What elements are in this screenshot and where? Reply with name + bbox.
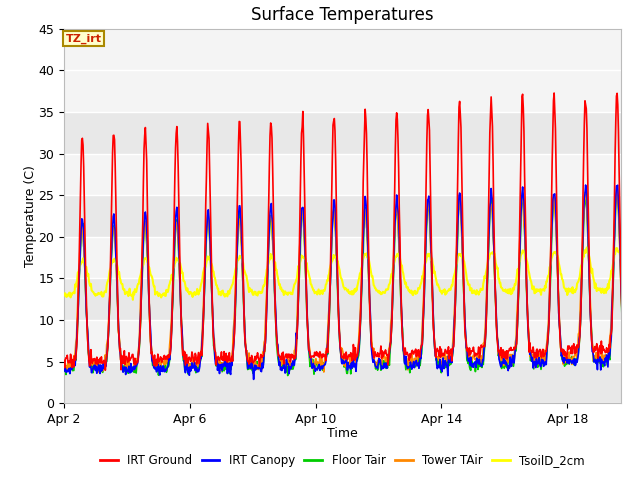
Floor Tair xyxy=(266,220,274,226)
IRT Ground xyxy=(297,158,305,164)
IRT Canopy xyxy=(582,182,589,188)
TsoilD_2cm xyxy=(129,297,137,303)
Line: Tower TAir: Tower TAir xyxy=(64,189,630,372)
Tower TAir xyxy=(381,359,389,364)
Bar xyxy=(64,154,621,195)
IRT Ground xyxy=(267,120,275,126)
TsoilD_2cm xyxy=(518,251,526,256)
Line: Floor Tair: Floor Tair xyxy=(64,192,630,375)
Text: TZ_irt: TZ_irt xyxy=(65,33,102,44)
TsoilD_2cm xyxy=(297,257,305,263)
IRT Canopy xyxy=(250,376,257,382)
IRT Ground xyxy=(518,94,526,99)
IRT Canopy xyxy=(381,365,389,371)
TsoilD_2cm xyxy=(381,288,389,294)
TsoilD_2cm xyxy=(60,292,68,298)
Floor Tair xyxy=(627,363,634,369)
IRT Canopy xyxy=(627,355,634,361)
TsoilD_2cm xyxy=(194,288,202,294)
Floor Tair xyxy=(284,372,292,378)
Floor Tair xyxy=(60,368,68,374)
Tower TAir xyxy=(627,356,634,361)
IRT Ground xyxy=(81,200,88,206)
Tower TAir xyxy=(94,369,102,375)
IRT Ground xyxy=(60,358,68,363)
Line: IRT Canopy: IRT Canopy xyxy=(64,185,630,379)
TsoilD_2cm xyxy=(81,260,88,265)
Tower TAir xyxy=(194,363,202,369)
Tower TAir xyxy=(81,258,88,264)
IRT Ground xyxy=(381,347,389,353)
IRT Canopy xyxy=(297,223,305,229)
IRT Ground xyxy=(194,354,202,360)
IRT Ground xyxy=(550,90,558,96)
TsoilD_2cm xyxy=(627,289,634,295)
Floor Tair xyxy=(381,360,389,365)
IRT Ground xyxy=(102,367,109,373)
IRT Canopy xyxy=(267,204,275,209)
IRT Canopy xyxy=(193,369,201,375)
Tower TAir xyxy=(518,192,526,198)
Tower TAir xyxy=(267,213,275,219)
Tower TAir xyxy=(297,219,305,225)
Tower TAir xyxy=(60,366,68,372)
Bar xyxy=(64,320,621,361)
Floor Tair xyxy=(582,189,589,195)
Floor Tair xyxy=(193,361,201,367)
Floor Tair xyxy=(297,225,305,231)
IRT Canopy xyxy=(518,191,526,196)
Legend: IRT Ground, IRT Canopy, Floor Tair, Tower TAir, TsoilD_2cm: IRT Ground, IRT Canopy, Floor Tair, Towe… xyxy=(95,450,589,472)
TsoilD_2cm xyxy=(583,244,591,250)
IRT Canopy xyxy=(60,368,68,374)
Floor Tair xyxy=(518,199,526,204)
Bar xyxy=(64,29,621,112)
Floor Tair xyxy=(81,247,88,253)
Bar xyxy=(64,237,621,278)
Tower TAir xyxy=(613,186,621,192)
X-axis label: Time: Time xyxy=(327,427,358,440)
TsoilD_2cm xyxy=(267,251,275,257)
Line: IRT Ground: IRT Ground xyxy=(64,93,630,370)
IRT Ground xyxy=(627,348,634,354)
Title: Surface Temperatures: Surface Temperatures xyxy=(251,6,434,24)
Line: TsoilD_2cm: TsoilD_2cm xyxy=(64,247,630,300)
Y-axis label: Temperature (C): Temperature (C) xyxy=(24,165,37,267)
IRT Canopy xyxy=(81,246,88,252)
